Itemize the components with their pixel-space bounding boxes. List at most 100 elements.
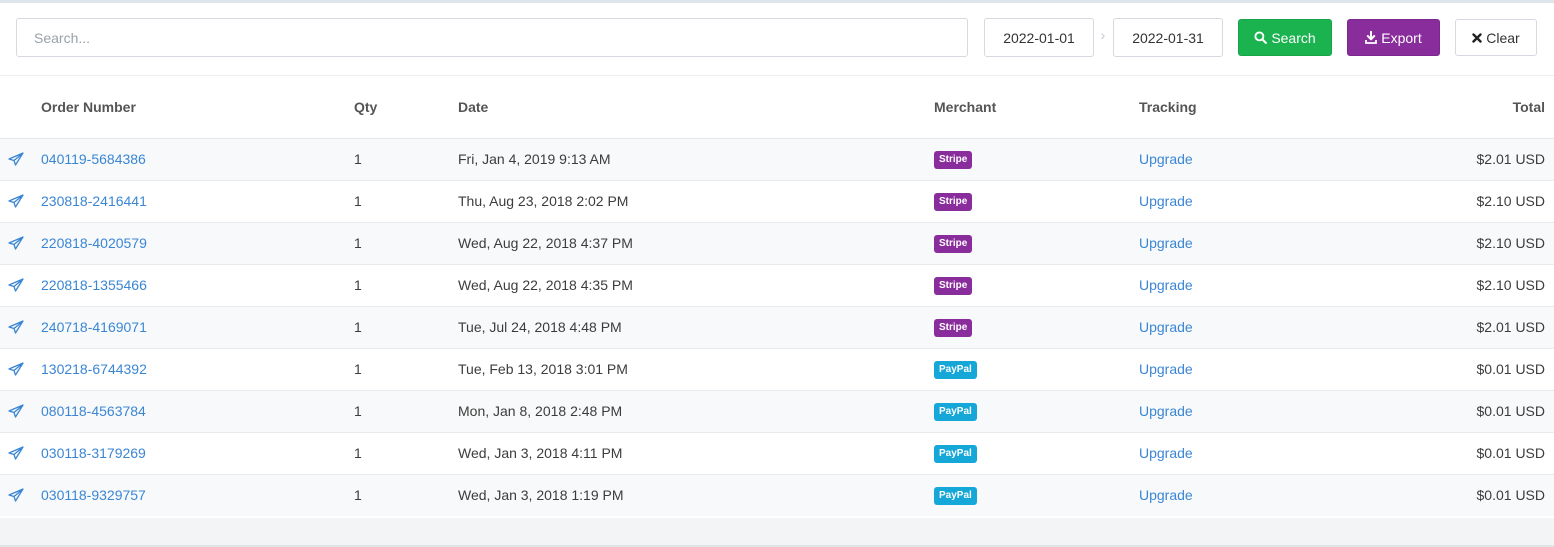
order-number-link[interactable]: 030118-9329757 (41, 487, 146, 504)
order-number-link[interactable]: 220818-4020579 (41, 235, 147, 251)
row-icon-cell (0, 180, 41, 223)
table-header-row: Order Number Qty Date Merchant Tracking … (0, 77, 1554, 139)
tracking-upgrade-link[interactable]: Upgrade (1139, 193, 1193, 209)
merchant-badge: Stripe (934, 235, 973, 253)
qty-cell: 1 (354, 390, 458, 433)
row-icon-cell (0, 306, 41, 349)
order-number-link[interactable]: 030118-3179269 (41, 445, 146, 461)
merchant-badge: Stripe (934, 151, 973, 169)
order-number-link[interactable]: 240718-4169071 (41, 319, 147, 335)
top-border (0, 0, 1554, 3)
header-tracking[interactable]: Tracking (1139, 77, 1409, 139)
tracking-upgrade-link[interactable]: Upgrade (1139, 319, 1193, 335)
total-cell: $0.01 USD (1409, 390, 1554, 433)
order-number-link[interactable]: 230818-2416441 (41, 193, 147, 209)
send-icon[interactable] (0, 446, 41, 460)
row-icon-cell (0, 222, 41, 265)
table-row: 040119-5684386 1 Fri, Jan 4, 2019 9:13 A… (0, 138, 1554, 181)
table-row: 030118-3179269 1 Wed, Jan 3, 2018 4:11 P… (0, 432, 1554, 475)
tracking-upgrade-link[interactable]: Upgrade (1139, 277, 1193, 293)
close-icon (1472, 32, 1482, 43)
header-date[interactable]: Date (458, 77, 934, 139)
qty-cell: 1 (354, 432, 458, 475)
send-icon[interactable] (0, 404, 41, 418)
date-cell: Wed, Jan 3, 2018 1:19 PM (458, 474, 934, 516)
merchant-badge: Stripe (934, 277, 973, 295)
tracking-upgrade-link[interactable]: Upgrade (1139, 361, 1193, 377)
search-button[interactable]: Search (1238, 19, 1332, 56)
header-order-number[interactable]: Order Number (41, 77, 354, 139)
order-number-link[interactable]: 080118-4563784 (41, 403, 146, 419)
date-from-field[interactable] (984, 18, 1094, 57)
date-cell: Wed, Aug 22, 2018 4:35 PM (458, 264, 934, 307)
total-cell: $2.01 USD (1409, 138, 1554, 181)
qty-cell: 1 (354, 306, 458, 349)
date-to-field[interactable] (1113, 18, 1223, 57)
send-icon[interactable] (0, 320, 41, 334)
search-icon (1254, 31, 1268, 44)
search-button-label: Search (1271, 29, 1316, 46)
header-icon-column (0, 77, 41, 139)
download-icon (1365, 31, 1378, 44)
row-icon-cell (0, 474, 41, 516)
merchant-badge: PayPal (934, 445, 977, 463)
order-number-link[interactable]: 130218-6744392 (41, 361, 147, 377)
table-row: 240718-4169071 1 Tue, Jul 24, 2018 4:48 … (0, 306, 1554, 349)
tracking-upgrade-link[interactable]: Upgrade (1139, 235, 1193, 251)
table-row: 230818-2416441 1 Thu, Aug 23, 2018 2:02 … (0, 180, 1554, 223)
send-icon[interactable] (0, 236, 41, 250)
date-cell: Tue, Jul 24, 2018 4:48 PM (458, 306, 934, 349)
send-icon[interactable] (0, 278, 41, 292)
row-icon-cell (0, 390, 41, 433)
total-cell: $0.01 USD (1409, 432, 1554, 475)
export-button-label: Export (1381, 29, 1422, 46)
row-icon-cell (0, 264, 41, 307)
send-icon[interactable] (0, 488, 41, 502)
date-cell: Thu, Aug 23, 2018 2:02 PM (458, 180, 934, 223)
qty-cell: 1 (354, 474, 458, 516)
qty-cell: 1 (354, 138, 458, 181)
tracking-upgrade-link[interactable]: Upgrade (1139, 445, 1193, 461)
clear-button[interactable]: Clear (1455, 19, 1537, 56)
table-footer (0, 518, 1554, 547)
merchant-badge: PayPal (934, 403, 977, 421)
search-input[interactable] (16, 18, 968, 57)
filter-toolbar: › Search Export Clear (0, 3, 1554, 76)
tracking-upgrade-link[interactable]: Upgrade (1139, 151, 1193, 167)
table-row: 220818-4020579 1 Wed, Aug 22, 2018 4:37 … (0, 222, 1554, 265)
merchant-badge: Stripe (934, 319, 973, 337)
send-icon[interactable] (0, 362, 41, 376)
header-total[interactable]: Total (1409, 77, 1554, 139)
order-number-link[interactable]: 220818-1355466 (41, 277, 147, 293)
total-cell: $2.10 USD (1409, 180, 1554, 223)
clear-button-label: Clear (1486, 29, 1520, 46)
row-icon-cell (0, 138, 41, 181)
total-cell: $0.01 USD (1409, 474, 1554, 516)
table-row: 080118-4563784 1 Mon, Jan 8, 2018 2:48 P… (0, 390, 1554, 433)
row-icon-cell (0, 432, 41, 475)
total-cell: $0.01 USD (1409, 348, 1554, 391)
send-icon[interactable] (0, 152, 41, 166)
date-cell: Fri, Jan 4, 2019 9:13 AM (458, 138, 934, 181)
orders-table-body: 040119-5684386 1 Fri, Jan 4, 2019 9:13 A… (0, 138, 1554, 516)
table-row: 130218-6744392 1 Tue, Feb 13, 2018 3:01 … (0, 348, 1554, 391)
send-icon[interactable] (0, 194, 41, 208)
header-qty[interactable]: Qty (354, 77, 458, 139)
export-button[interactable]: Export (1347, 19, 1440, 56)
table-row: 220818-1355466 1 Wed, Aug 22, 2018 4:35 … (0, 264, 1554, 307)
qty-cell: 1 (354, 264, 458, 307)
total-cell: $2.01 USD (1409, 306, 1554, 349)
total-cell: $2.10 USD (1409, 222, 1554, 265)
date-range-separator: › (1100, 27, 1106, 43)
tracking-upgrade-link[interactable]: Upgrade (1139, 403, 1193, 419)
merchant-badge: PayPal (934, 361, 977, 379)
order-number-link[interactable]: 040119-5684386 (41, 151, 146, 167)
merchant-badge: PayPal (934, 487, 977, 506)
tracking-upgrade-link[interactable]: Upgrade (1139, 487, 1193, 504)
date-cell: Wed, Jan 3, 2018 4:11 PM (458, 432, 934, 475)
date-cell: Wed, Aug 22, 2018 4:37 PM (458, 222, 934, 265)
header-merchant[interactable]: Merchant (934, 77, 1139, 139)
row-icon-cell (0, 348, 41, 391)
date-cell: Tue, Feb 13, 2018 3:01 PM (458, 348, 934, 391)
table-row: 030118-9329757 1 Wed, Jan 3, 2018 1:19 P… (0, 474, 1554, 516)
